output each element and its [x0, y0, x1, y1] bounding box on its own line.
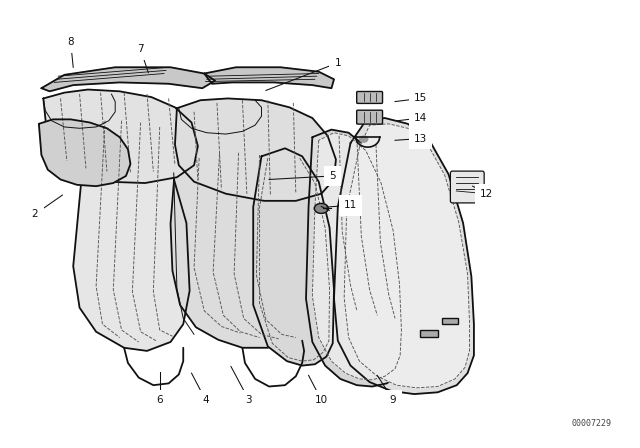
Text: 3: 3 [246, 395, 252, 405]
Polygon shape [334, 118, 474, 394]
Text: 12: 12 [480, 189, 493, 199]
Text: 00007229: 00007229 [572, 419, 611, 428]
Ellipse shape [360, 136, 368, 142]
Polygon shape [204, 67, 334, 88]
FancyBboxPatch shape [442, 319, 458, 324]
Polygon shape [44, 90, 198, 183]
Polygon shape [312, 133, 401, 380]
Text: 4: 4 [202, 395, 209, 405]
Polygon shape [170, 145, 306, 348]
Polygon shape [73, 112, 189, 351]
Polygon shape [253, 148, 334, 366]
Text: 10: 10 [315, 395, 328, 405]
Text: 5: 5 [330, 171, 336, 181]
Text: 11: 11 [344, 200, 357, 210]
Polygon shape [344, 124, 470, 388]
Text: 13: 13 [414, 134, 427, 143]
Text: 2: 2 [32, 209, 38, 219]
Text: 7: 7 [138, 44, 144, 55]
Text: 1: 1 [335, 58, 341, 68]
Polygon shape [39, 119, 131, 186]
Text: 8: 8 [67, 37, 74, 47]
Text: 14: 14 [414, 113, 427, 123]
FancyBboxPatch shape [356, 91, 383, 103]
Ellipse shape [314, 203, 328, 213]
FancyBboxPatch shape [451, 171, 484, 203]
Polygon shape [42, 67, 215, 91]
Text: 9: 9 [390, 395, 396, 405]
Text: 6: 6 [156, 395, 163, 405]
FancyBboxPatch shape [356, 110, 383, 124]
Polygon shape [306, 129, 406, 387]
FancyBboxPatch shape [420, 330, 438, 337]
Polygon shape [175, 99, 336, 201]
Text: 15: 15 [414, 94, 427, 103]
